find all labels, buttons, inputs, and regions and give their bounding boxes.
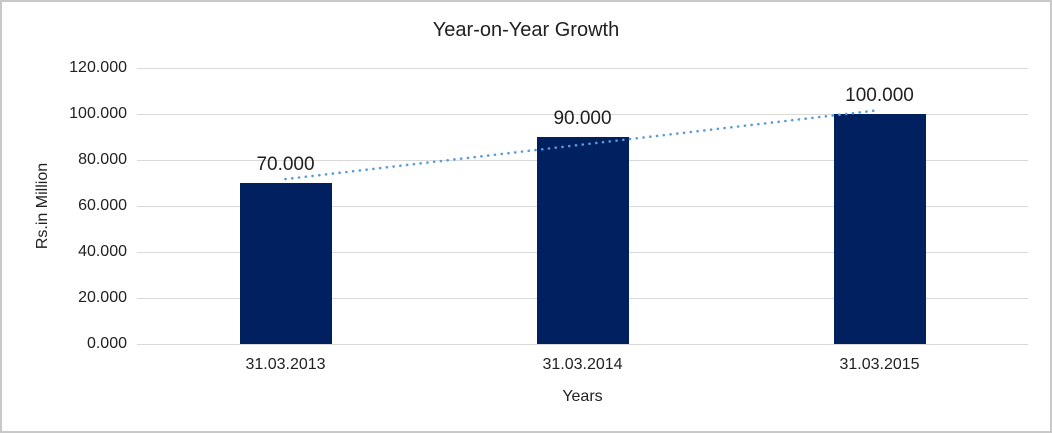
x-axis-title: Years [562, 388, 603, 405]
x-category-label: 31.03.2013 [245, 356, 326, 373]
bar [239, 183, 332, 344]
bar-data-label: 70.000 [256, 154, 315, 175]
y-tick-label: 100.000 [69, 105, 127, 122]
bar-data-label: 90.000 [553, 108, 612, 129]
y-tick-label: 60.000 [78, 197, 127, 214]
bar [536, 137, 629, 344]
bar-data-label: 100.000 [845, 85, 914, 106]
bar [833, 114, 926, 344]
chart-title: Year-on-Year Growth [432, 19, 620, 41]
y-tick-label: 20.000 [78, 289, 127, 306]
gridline [137, 343, 1028, 345]
y-tick-label: 80.000 [78, 151, 127, 168]
y-tick-label: 0.000 [86, 335, 127, 352]
gridline [137, 67, 1028, 69]
y-tick-label: 40.000 [78, 243, 127, 260]
x-category-label: 31.03.2015 [839, 356, 920, 373]
x-category-label: 31.03.2014 [542, 356, 623, 373]
y-tick-label: 120.000 [69, 59, 127, 76]
